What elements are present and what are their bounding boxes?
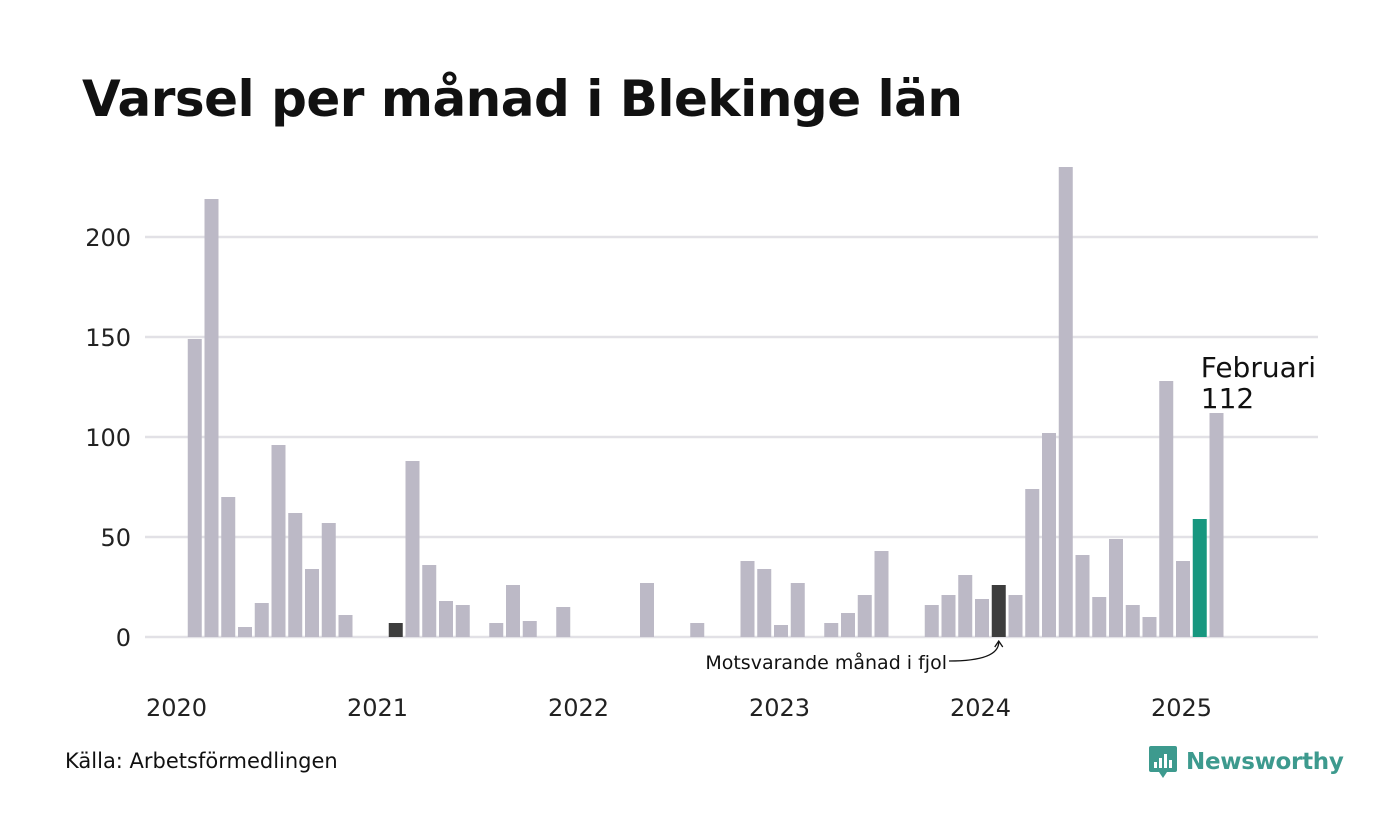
bar <box>338 615 353 637</box>
bar <box>238 627 252 637</box>
bar <box>321 523 336 637</box>
brand-name: Newsworthy <box>1186 749 1344 775</box>
x-tick-label: 2021 <box>347 694 408 722</box>
x-tick-label: 2023 <box>749 694 810 722</box>
bar <box>924 605 939 637</box>
highlight-value-label: 112 <box>1201 382 1254 415</box>
y-tick-label: 50 <box>100 524 131 552</box>
annotation-arrowhead <box>994 639 1004 648</box>
bar <box>958 575 973 637</box>
bar <box>1042 433 1056 637</box>
bar <box>187 339 202 637</box>
bar <box>841 613 855 637</box>
gridlines <box>145 235 1318 639</box>
source-note: Källa: Arbetsförmedlingen <box>65 749 338 773</box>
y-axis-ticks: 0 50 100 150 200 <box>85 224 131 652</box>
bar <box>941 595 956 637</box>
x-tick-label: 2025 <box>1151 694 1212 722</box>
bar <box>757 569 772 637</box>
bar-comparison <box>991 585 1006 637</box>
y-tick-label: 100 <box>85 424 131 452</box>
bar <box>874 551 889 637</box>
bar <box>221 497 236 637</box>
chart-title: Varsel per månad i Blekinge län <box>82 70 963 128</box>
bar <box>506 585 520 637</box>
bar <box>690 623 705 637</box>
annotation-arrow <box>948 641 1000 662</box>
y-tick-label: 0 <box>116 624 131 652</box>
bar <box>1109 539 1123 637</box>
highlight-month-label: Februari <box>1201 351 1316 384</box>
bar <box>1075 555 1090 637</box>
bar <box>455 605 470 637</box>
bar <box>774 625 788 637</box>
bar <box>790 583 805 637</box>
bar <box>422 565 437 637</box>
bar <box>204 199 219 637</box>
bar <box>975 599 989 637</box>
bar-comparison <box>388 623 403 637</box>
bar <box>556 607 571 637</box>
comparison-annotation: Motsvarande månad i fjol <box>705 651 947 674</box>
bar <box>1125 605 1140 637</box>
bar <box>405 461 420 637</box>
bar <box>740 561 755 637</box>
bar <box>1092 597 1107 637</box>
brand-logo: Newsworthy <box>1148 744 1344 780</box>
bar <box>439 601 453 637</box>
bars <box>187 167 1224 637</box>
bar <box>640 583 654 637</box>
bar <box>522 621 537 637</box>
bar <box>824 623 839 637</box>
bar <box>288 513 303 637</box>
bar <box>857 595 872 637</box>
bar <box>1159 381 1174 637</box>
x-tick-label: 2022 <box>548 694 609 722</box>
bar-highlight <box>1192 519 1207 637</box>
x-tick-label: 2020 <box>146 694 207 722</box>
bar <box>1008 595 1023 637</box>
bar <box>1209 413 1224 637</box>
x-tick-label: 2024 <box>950 694 1011 722</box>
bar <box>1176 561 1190 637</box>
bar <box>254 603 269 637</box>
bar <box>271 445 286 637</box>
bar <box>489 623 504 637</box>
y-tick-label: 150 <box>85 324 131 352</box>
newsworthy-icon <box>1149 746 1177 778</box>
bar <box>1025 489 1040 637</box>
x-axis-ticks: 2020 2021 2022 2023 2024 2025 <box>146 694 1212 722</box>
y-tick-label: 200 <box>85 224 131 252</box>
bar <box>305 569 319 637</box>
bar <box>1058 167 1073 637</box>
bar <box>1142 617 1157 637</box>
